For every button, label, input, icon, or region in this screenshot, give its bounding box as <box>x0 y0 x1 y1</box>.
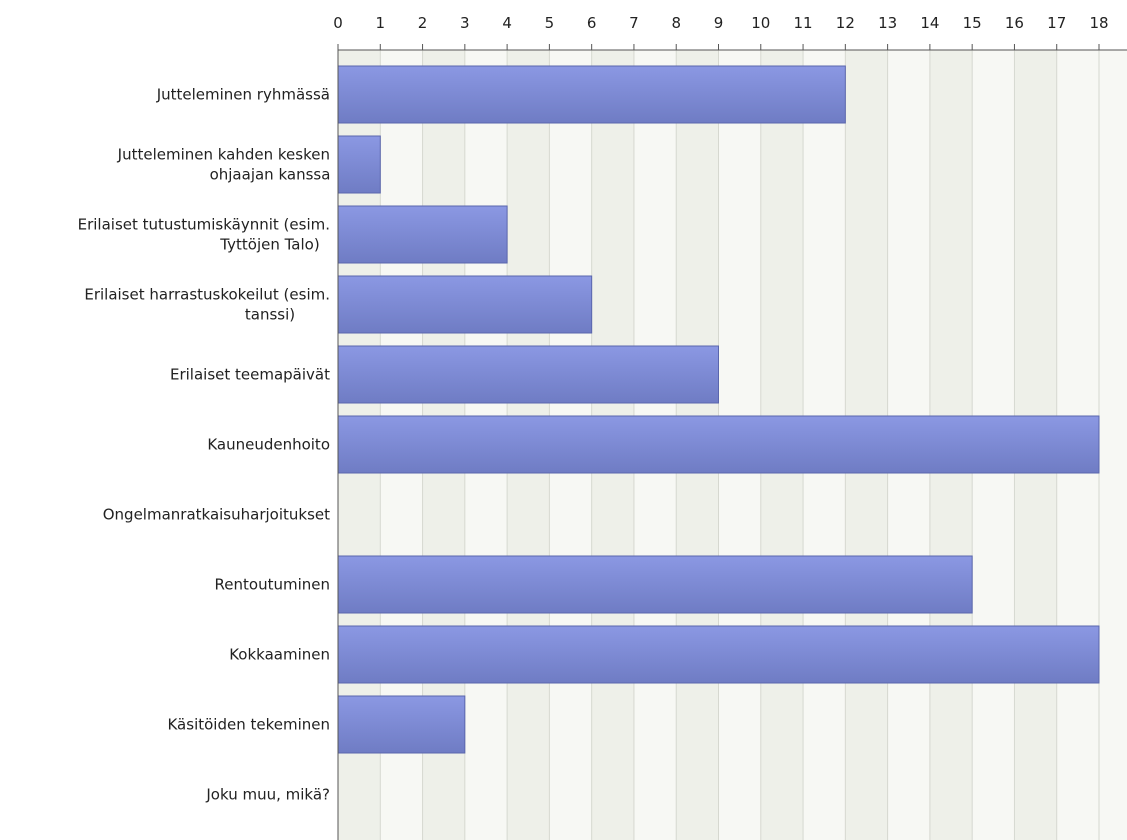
x-tick-label: 12 <box>836 14 855 32</box>
x-tick-label: 3 <box>460 14 470 32</box>
category-label: Erilaiset harrastuskokeilut (esim. <box>84 286 330 304</box>
category-label: Erilaiset teemapäivät <box>170 366 330 384</box>
category-label: Rentoutuminen <box>215 576 330 594</box>
category-label: Tyttöjen Talo) <box>219 236 319 254</box>
category-label: Kokkaaminen <box>229 646 330 664</box>
category-label: Käsitöiden tekeminen <box>167 716 330 734</box>
x-tick-label: 6 <box>587 14 597 32</box>
category-label: Ongelmanratkaisuharjoitukset <box>103 506 330 524</box>
plot-band <box>1099 50 1127 840</box>
category-label: Kauneudenhoito <box>207 436 330 454</box>
bar <box>337 275 593 334</box>
x-tick-label: 17 <box>1047 14 1066 32</box>
category-label: Jutteleminen ryhmässä <box>156 86 330 104</box>
x-tick-label: 4 <box>502 14 512 32</box>
x-tick-label: 15 <box>963 14 982 32</box>
x-tick-label: 16 <box>1005 14 1024 32</box>
x-tick-label: 10 <box>751 14 770 32</box>
category-label: ohjaajan kanssa <box>210 166 331 184</box>
bars <box>337 65 1100 754</box>
x-axis-ticks: 0 1 2 3 4 5 6 7 8 9 10 11 12 13 14 15 16 17 18 <box>333 14 1127 51</box>
bar <box>337 695 466 754</box>
x-tick-label: 9 <box>714 14 724 32</box>
bar <box>337 555 973 614</box>
x-tick-label: 14 <box>920 14 939 32</box>
x-tick-label: 0 <box>333 14 343 32</box>
category-label: Joku muu, mikä? <box>205 786 330 804</box>
x-tick-label: 7 <box>629 14 639 32</box>
bar <box>337 415 1100 474</box>
category-label: tanssi) <box>245 306 295 324</box>
category-label: Erilaiset tutustumiskäynnit (esim. <box>78 216 330 234</box>
x-tick-label: 5 <box>545 14 555 32</box>
bar <box>337 345 719 404</box>
x-tick-label: 18 <box>1089 14 1108 32</box>
bar <box>337 205 508 264</box>
bar <box>337 135 381 194</box>
x-tick-label: 2 <box>418 14 428 32</box>
x-tick-label: 13 <box>878 14 897 32</box>
x-tick-label: 8 <box>671 14 681 32</box>
x-tick-label: 1 <box>376 14 386 32</box>
bar <box>337 65 846 124</box>
category-labels: Jutteleminen ryhmässä Jutteleminen kahden… <box>78 86 331 804</box>
category-label: Jutteleminen kahden kesken <box>117 146 330 164</box>
x-tick-label: 11 <box>794 14 813 32</box>
bar <box>337 625 1100 684</box>
